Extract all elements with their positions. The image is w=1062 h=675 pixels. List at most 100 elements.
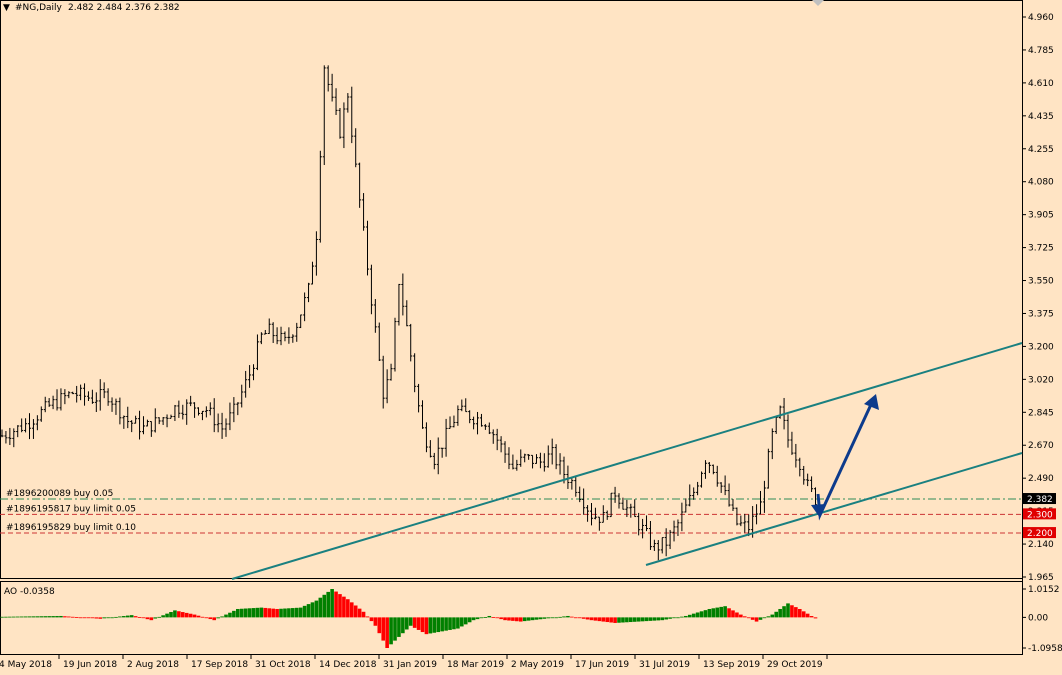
time-tick-label: 31 Jul 2019 (639, 660, 690, 670)
ao-bar (157, 616, 161, 618)
projection-arrow[interactable] (811, 394, 879, 521)
ao-bar (78, 617, 83, 619)
ao-bar (353, 605, 358, 618)
ao-bar (428, 617, 433, 634)
ao-bar (357, 608, 362, 618)
ao-bar (695, 612, 700, 618)
time-tick-label: 31 Oct 2018 (255, 660, 311, 670)
time-tick-label: 2 May 2019 (511, 660, 564, 670)
ao-bar (349, 602, 354, 618)
ao-bar (534, 617, 539, 620)
ao-bar (298, 607, 303, 618)
ao-bar (416, 617, 421, 630)
price-tick-label: 2.140 (1028, 540, 1054, 550)
ao-bar (251, 608, 256, 618)
ao-bar (723, 606, 727, 618)
ao-bar (291, 608, 295, 618)
ao-bar (491, 617, 496, 618)
ao-bar (656, 617, 661, 621)
ao-bar (617, 617, 621, 623)
shift-marker-icon[interactable] (812, 0, 824, 6)
price-tick-label: 3.200 (1028, 342, 1054, 352)
ao-bar (153, 617, 158, 619)
ao-bar (471, 617, 476, 621)
ao-bar (314, 600, 319, 618)
ao-bar (196, 615, 201, 618)
ao-bar (59, 615, 63, 618)
order-price-tags: 2.382 2.300 2.200 (1023, 493, 1056, 539)
ao-bar (483, 617, 488, 618)
arrow-head-down-icon (811, 504, 826, 518)
ao-bar (27, 616, 32, 618)
ao-bar (797, 608, 802, 618)
price-tick-label: 3.375 (1028, 309, 1054, 319)
ao-bar (636, 617, 641, 622)
ao-bar (542, 617, 547, 619)
ao-bar (467, 617, 472, 623)
ao-bar (526, 617, 531, 621)
trend-channel[interactable] (231, 342, 1023, 580)
ao-bar (629, 617, 633, 623)
order-price-tag-text: 2.382 (1027, 495, 1053, 505)
ao-bar (86, 617, 91, 619)
ao-bar (118, 616, 122, 618)
ao-bar (228, 612, 232, 618)
price-tick-label: 4.080 (1028, 178, 1054, 188)
price-tick-label: 4.785 (1028, 46, 1054, 56)
ao-bar (110, 617, 114, 619)
price-tick-label: 2.670 (1028, 441, 1054, 451)
ao-bar (495, 617, 499, 619)
ao-bar (102, 617, 106, 619)
ao-bar (758, 617, 763, 620)
ao-bar (125, 615, 130, 618)
ao-bar (625, 617, 629, 623)
ao-bar (23, 616, 28, 618)
ao-bar (173, 610, 177, 618)
ao-label: AO -0.0358 (4, 587, 55, 597)
channel-lower-line[interactable] (645, 452, 1023, 566)
ao-bar (648, 617, 653, 621)
ao-bar (137, 617, 142, 618)
ao-bar (39, 616, 44, 618)
ao-bar (220, 616, 224, 618)
ao-bar (699, 611, 704, 618)
ohlc-bars (0, 65, 818, 561)
ao-bar (448, 617, 452, 630)
ao-bar (243, 608, 248, 618)
price-tick-label: 3.725 (1028, 244, 1054, 254)
order-price-tag-text: 2.300 (1027, 510, 1053, 520)
ao-bar (554, 617, 558, 619)
ao-bar (676, 617, 680, 619)
ao-bar (687, 614, 692, 618)
time-tick-label: 13 Sep 2019 (703, 660, 760, 670)
channel-upper-line[interactable] (231, 342, 1023, 580)
ao-bar (302, 605, 307, 618)
ao-bar (577, 617, 582, 619)
ao-bar (192, 614, 197, 618)
ao-bar (0, 616, 4, 618)
ao-bar (691, 613, 696, 618)
ao-bar (475, 617, 480, 620)
ao-bar (255, 607, 260, 618)
ao-bar (330, 589, 334, 618)
ao-bar (389, 617, 393, 645)
ao-bar (703, 610, 708, 618)
ao-bar (216, 617, 220, 619)
ao-bar (161, 615, 165, 618)
ao-tick-label: 0.00 (1028, 613, 1048, 623)
ao-bar (47, 616, 51, 618)
ao-bar (310, 602, 315, 618)
ao-bar (479, 617, 484, 619)
ao-bar (271, 608, 275, 618)
ao-bar (742, 616, 747, 618)
price-tick-label: 1.965 (1028, 573, 1054, 583)
header-dropdown-icon[interactable]: ▼ (3, 3, 10, 13)
ao-bar (668, 617, 672, 619)
ao-bar (652, 617, 657, 621)
ao-bar (507, 617, 511, 621)
ao-bar (401, 617, 405, 634)
ao-bar (444, 617, 448, 631)
ao-bar (377, 617, 382, 634)
ao-bar (739, 614, 743, 618)
